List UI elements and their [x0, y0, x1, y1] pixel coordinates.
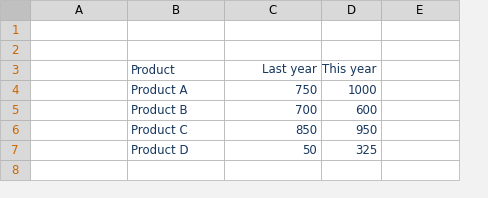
Bar [127, 60, 224, 80]
Bar [30, 160, 127, 180]
Bar [224, 40, 320, 60]
Text: C: C [268, 4, 276, 16]
Text: 8: 8 [11, 164, 19, 176]
Bar [0, 100, 30, 120]
Text: D: D [346, 4, 355, 16]
Bar [127, 160, 224, 180]
Bar [224, 20, 320, 40]
Bar [320, 60, 380, 80]
Bar [30, 0, 127, 20]
Text: 950: 950 [354, 124, 376, 136]
Text: Product C: Product C [131, 124, 187, 136]
Text: 3: 3 [11, 64, 19, 76]
Text: 700: 700 [294, 104, 316, 116]
Bar [224, 160, 320, 180]
Bar [30, 120, 127, 140]
Text: Product B: Product B [131, 104, 187, 116]
Text: 325: 325 [354, 144, 376, 156]
Text: 50: 50 [302, 144, 316, 156]
Bar [380, 80, 458, 100]
Bar [224, 80, 320, 100]
Bar [0, 80, 30, 100]
Text: 850: 850 [294, 124, 316, 136]
Bar [0, 40, 30, 60]
Bar [0, 20, 30, 40]
Text: B: B [171, 4, 179, 16]
Bar [0, 160, 30, 180]
Bar [127, 40, 224, 60]
Text: 7: 7 [11, 144, 19, 156]
Bar [320, 20, 380, 40]
Text: This year: This year [322, 64, 376, 76]
Bar [224, 140, 320, 160]
Text: 750: 750 [294, 84, 316, 96]
Text: 4: 4 [11, 84, 19, 96]
Bar [30, 100, 127, 120]
Bar [224, 0, 320, 20]
Bar [320, 140, 380, 160]
Bar [0, 140, 30, 160]
Bar [380, 120, 458, 140]
Text: A: A [74, 4, 82, 16]
Bar [320, 100, 380, 120]
Text: 5: 5 [11, 104, 19, 116]
Text: E: E [415, 4, 423, 16]
Bar [380, 160, 458, 180]
Bar [380, 60, 458, 80]
Text: 2: 2 [11, 44, 19, 56]
Bar [127, 0, 224, 20]
Bar [320, 160, 380, 180]
Bar [380, 0, 458, 20]
Bar [30, 20, 127, 40]
Text: Product: Product [131, 64, 175, 76]
Bar [30, 80, 127, 100]
Bar [127, 20, 224, 40]
Bar [320, 0, 380, 20]
Text: 600: 600 [354, 104, 376, 116]
Bar [380, 40, 458, 60]
Bar [224, 100, 320, 120]
Text: 1000: 1000 [346, 84, 376, 96]
Bar [380, 20, 458, 40]
Bar [224, 60, 320, 80]
Bar [320, 80, 380, 100]
Text: 1: 1 [11, 24, 19, 36]
Text: Product D: Product D [131, 144, 188, 156]
Bar [127, 80, 224, 100]
Text: Product A: Product A [131, 84, 187, 96]
Bar [30, 140, 127, 160]
Bar [380, 140, 458, 160]
Bar [320, 40, 380, 60]
Bar [127, 100, 224, 120]
Bar [224, 120, 320, 140]
Bar [30, 40, 127, 60]
Bar [0, 60, 30, 80]
Bar [127, 120, 224, 140]
Text: 6: 6 [11, 124, 19, 136]
Bar [320, 120, 380, 140]
Bar [0, 0, 30, 20]
Bar [0, 120, 30, 140]
Text: Last year: Last year [262, 64, 316, 76]
Bar [127, 140, 224, 160]
Bar [30, 60, 127, 80]
Bar [380, 100, 458, 120]
